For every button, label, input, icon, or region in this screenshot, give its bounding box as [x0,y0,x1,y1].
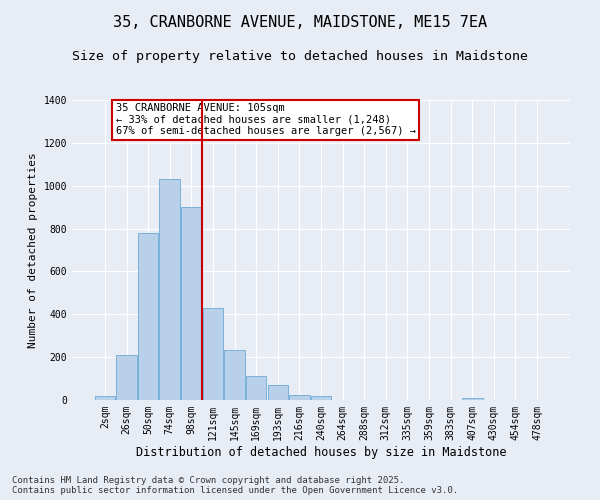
Bar [203,308,223,400]
Bar [116,355,137,400]
Bar [181,207,202,400]
Bar [138,233,158,400]
Bar [289,394,310,400]
Text: Contains HM Land Registry data © Crown copyright and database right 2025.
Contai: Contains HM Land Registry data © Crown c… [12,476,458,495]
Bar [311,396,331,400]
Bar [160,180,180,400]
Bar [246,376,266,400]
Bar [95,396,115,400]
Bar [462,398,482,400]
Y-axis label: Number of detached properties: Number of detached properties [28,152,38,348]
X-axis label: Distribution of detached houses by size in Maidstone: Distribution of detached houses by size … [136,446,506,458]
Bar [268,385,288,400]
Text: 35 CRANBORNE AVENUE: 105sqm
← 33% of detached houses are smaller (1,248)
67% of : 35 CRANBORNE AVENUE: 105sqm ← 33% of det… [116,103,416,136]
Bar [224,350,245,400]
Text: Size of property relative to detached houses in Maidstone: Size of property relative to detached ho… [72,50,528,63]
Text: 35, CRANBORNE AVENUE, MAIDSTONE, ME15 7EA: 35, CRANBORNE AVENUE, MAIDSTONE, ME15 7E… [113,15,487,30]
